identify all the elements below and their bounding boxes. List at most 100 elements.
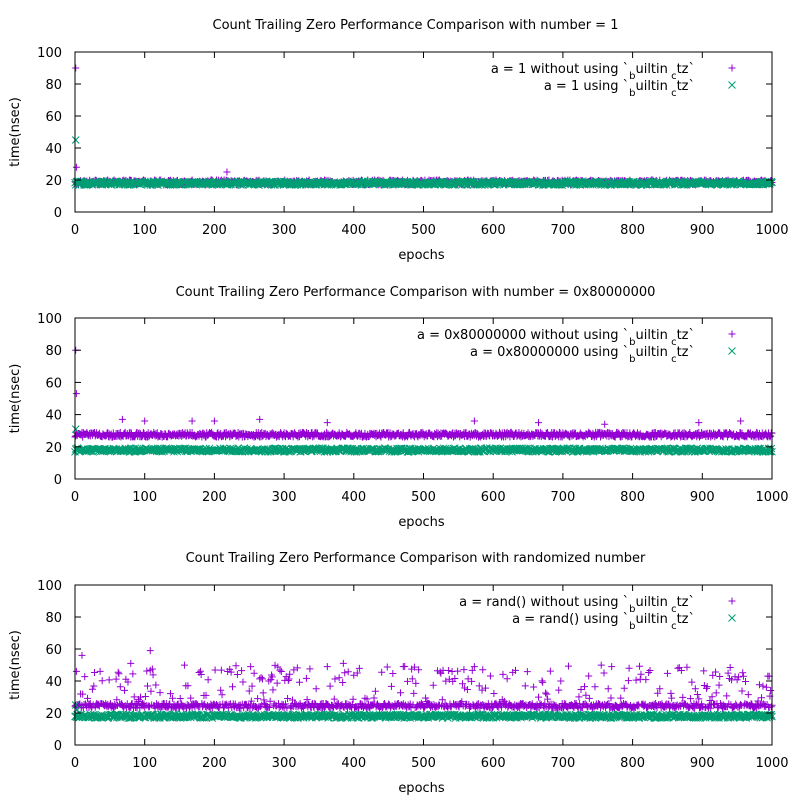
data-point: [232, 662, 240, 670]
data-point: [312, 685, 320, 693]
data-point: [239, 678, 247, 686]
data-point: [624, 677, 632, 685]
y-axis-label: time(nsec): [8, 364, 23, 434]
x-tick-label: 100: [132, 490, 157, 505]
chart-panel-1: Count Trailing Zero Performance Comparis…: [8, 18, 789, 263]
chart-panel-3: Count Trailing Zero Performance Comparis…: [8, 551, 789, 796]
x-tick-label: 700: [550, 223, 575, 238]
x-tick-label: 100: [132, 223, 157, 238]
x-tick-label: 300: [272, 223, 297, 238]
data-point: [295, 678, 303, 686]
series-2: [71, 136, 776, 189]
data-point: [396, 689, 404, 697]
y-tick-label: 100: [37, 46, 62, 61]
data-point: [268, 671, 276, 679]
y-tick-label: 80: [45, 78, 62, 93]
data-point: [535, 419, 543, 427]
data-point: [204, 676, 212, 684]
legend: a = 0x80000000 without using `builtin ct…: [417, 328, 736, 365]
x-tick-label: 900: [690, 223, 715, 238]
data-point: [604, 685, 612, 693]
data-point: [259, 689, 267, 697]
x-tick-label: 400: [341, 490, 366, 505]
legend: a = 1 without using `builtin ctz`a = 1 u…: [491, 62, 736, 99]
data-point: [118, 415, 126, 423]
data-point: [254, 695, 262, 703]
chart-title: Count Trailing Zero Performance Comparis…: [176, 285, 656, 300]
data-point: [600, 669, 608, 677]
y-axis-label: time(nsec): [8, 97, 23, 167]
data-point: [530, 683, 538, 691]
x-axis-label: epochs: [398, 781, 445, 796]
data-point: [582, 691, 590, 699]
data-point: [341, 669, 349, 677]
data-point: [349, 695, 357, 703]
data-point: [445, 666, 453, 674]
legend-marker: [728, 64, 736, 72]
data-point: [238, 667, 246, 675]
data-point: [180, 661, 188, 669]
data-point: [256, 415, 264, 423]
data-point: [490, 690, 498, 698]
data-point: [218, 691, 226, 699]
data-point: [378, 668, 386, 676]
data-point: [96, 667, 104, 675]
data-point: [143, 682, 151, 690]
y-axis-label: time(nsec): [8, 630, 23, 700]
data-point: [620, 684, 628, 692]
data-point: [188, 417, 196, 425]
x-tick-label: 800: [620, 223, 645, 238]
data-point: [210, 417, 218, 425]
legend-label: a = 1 using `builtin ctz`: [544, 79, 695, 99]
chart-panel-2: Count Trailing Zero Performance Comparis…: [8, 285, 789, 530]
data-point: [486, 672, 494, 680]
x-tick-label: 900: [690, 490, 715, 505]
data-point: [233, 671, 241, 679]
x-tick-label: 800: [620, 490, 645, 505]
x-axis-label: epochs: [398, 248, 445, 263]
data-point: [625, 664, 633, 672]
y-tick-label: 80: [45, 344, 62, 359]
x-tick-label: 200: [202, 223, 227, 238]
y-tick-label: 60: [45, 110, 62, 125]
data-point: [539, 678, 547, 686]
data-point: [410, 689, 418, 697]
data-point: [535, 693, 543, 701]
x-axis-label: epochs: [398, 515, 445, 530]
data-point: [591, 683, 599, 691]
data-point: [585, 694, 593, 702]
data-point: [72, 390, 80, 398]
data-point: [371, 687, 379, 695]
data-point: [601, 420, 609, 428]
data-point: [470, 417, 478, 425]
data-point: [72, 64, 80, 72]
data-point: [339, 679, 347, 687]
data-point: [302, 674, 310, 682]
data-point: [412, 679, 420, 687]
data-point: [147, 687, 155, 695]
data-point: [152, 681, 160, 689]
x-tick-label: 500: [411, 223, 436, 238]
data-point: [521, 682, 529, 690]
data-point: [116, 683, 124, 691]
data-point: [277, 668, 285, 676]
data-point: [326, 682, 334, 690]
data-point: [211, 666, 219, 674]
data-point: [523, 668, 531, 676]
y-tick-label: 20: [45, 174, 62, 189]
data-point: [196, 667, 204, 675]
data-points: [71, 647, 776, 722]
data-point: [141, 417, 149, 425]
data-point: [503, 675, 511, 683]
x-tick-label: 1000: [755, 490, 788, 505]
x-tick-label: 600: [481, 490, 506, 505]
data-point: [217, 666, 225, 674]
data-point: [250, 669, 258, 677]
data-point: [737, 417, 745, 425]
x-tick-label: 500: [411, 490, 436, 505]
y-tick-label: 0: [54, 473, 62, 488]
data-point: [269, 686, 277, 694]
data-point: [98, 677, 106, 685]
data-point: [223, 168, 231, 176]
